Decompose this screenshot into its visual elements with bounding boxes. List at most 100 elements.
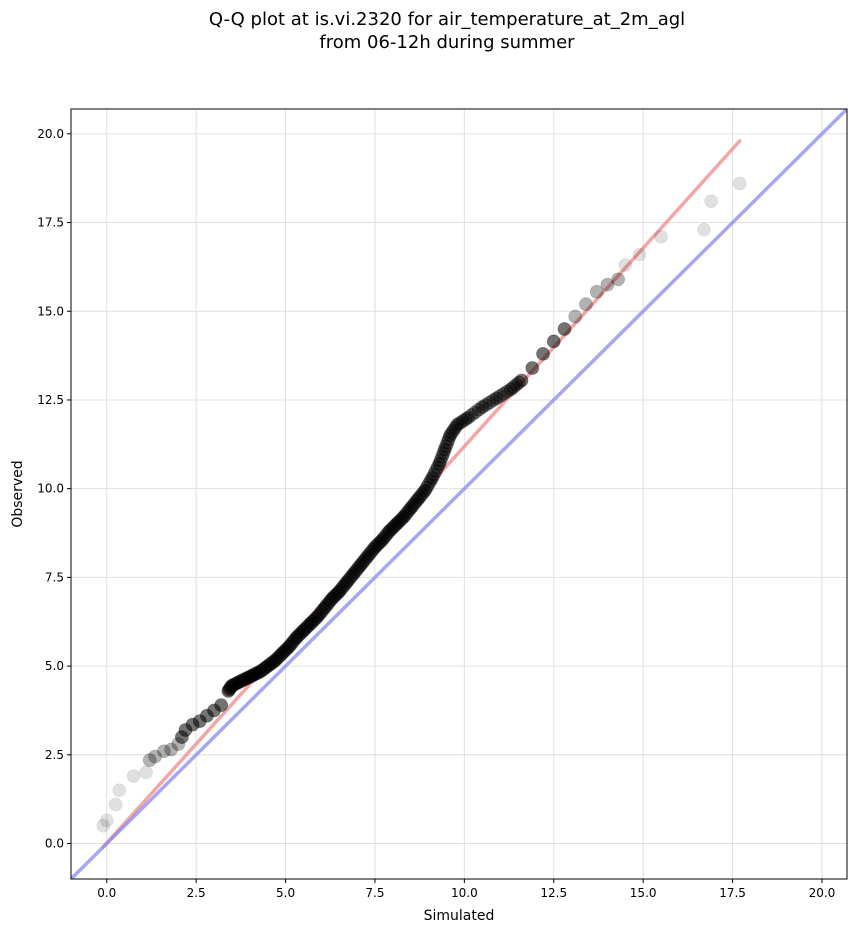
data-point (310, 609, 325, 624)
chart-title-line-1: Q-Q plot at is.vi.2320 for air_temperatu… (209, 9, 685, 30)
data-point (148, 749, 162, 764)
data-point (439, 439, 453, 453)
data-point (443, 428, 457, 443)
data-point (312, 607, 327, 622)
data-point (396, 510, 411, 524)
data-point (387, 519, 402, 533)
data-point (568, 309, 583, 324)
grid-lines (71, 109, 847, 879)
data-point (632, 247, 647, 262)
data-point (228, 676, 243, 691)
data-point (335, 580, 350, 595)
data-point (334, 582, 348, 597)
data-point (509, 377, 524, 392)
data-point (278, 643, 293, 658)
data-point (273, 648, 288, 663)
data-point (237, 672, 252, 687)
data-point (222, 682, 237, 697)
data-point (557, 322, 572, 336)
data-point (525, 361, 540, 375)
data-point (421, 477, 436, 492)
data-point (314, 605, 329, 619)
data-point (405, 499, 420, 513)
data-point (250, 666, 264, 681)
data-point (271, 650, 286, 665)
data-point (393, 513, 407, 528)
identity-line (71, 109, 847, 879)
data-point (450, 417, 465, 432)
data-point (305, 614, 320, 629)
data-point (427, 467, 441, 482)
data-points (96, 176, 747, 833)
data-point (276, 645, 291, 659)
data-point (235, 673, 250, 688)
data-point (348, 564, 363, 579)
data-point (409, 494, 423, 509)
data-point (339, 575, 354, 590)
data-point (366, 542, 381, 557)
data-point (461, 410, 475, 425)
data-point (255, 663, 270, 677)
data-point (301, 618, 316, 633)
data-point (226, 677, 241, 692)
x-tick-label: 20.0 (809, 886, 836, 900)
data-point (164, 742, 179, 757)
data-point (385, 520, 400, 535)
data-point (546, 334, 561, 349)
data-point (514, 373, 529, 388)
data-point (375, 533, 390, 548)
data-point (284, 637, 298, 652)
plot-frame (70, 108, 848, 880)
data-point (448, 420, 463, 435)
y-axis-label: Observed (10, 460, 26, 527)
data-point (446, 423, 461, 438)
data-point (262, 657, 277, 672)
data-point (96, 818, 111, 833)
data-point (351, 560, 366, 575)
data-point (391, 515, 406, 530)
x-axis-label: Simulated (424, 908, 495, 924)
data-point (112, 783, 127, 798)
data-point (410, 492, 425, 507)
data-point (282, 639, 297, 654)
data-point (432, 456, 447, 471)
data-point (697, 222, 711, 237)
data-point (244, 668, 259, 683)
data-point (423, 474, 438, 489)
data-point (414, 487, 429, 502)
y-tick-label: 17.5 (37, 216, 64, 230)
data-point (323, 593, 338, 608)
y-tick-label: 5.0 (45, 659, 64, 673)
x-tick-label: 12.5 (540, 886, 567, 900)
data-point (493, 389, 508, 403)
data-point (337, 578, 352, 592)
data-point (285, 635, 300, 650)
data-point (309, 611, 323, 626)
data-point (482, 395, 497, 410)
data-point (435, 449, 449, 464)
x-tick-label: 17.5 (719, 886, 746, 900)
data-point (343, 571, 357, 586)
data-point (350, 562, 364, 577)
data-point (326, 590, 341, 604)
data-point (437, 442, 452, 457)
data-point (248, 667, 263, 681)
data-point (332, 584, 347, 599)
data-point (294, 625, 309, 640)
data-point (419, 480, 434, 495)
data-point (316, 602, 331, 617)
y-tick-label: 10.0 (37, 482, 64, 496)
data-point (269, 652, 284, 666)
data-point (471, 402, 486, 417)
data-point (579, 297, 593, 312)
data-point (378, 528, 393, 543)
data-point (468, 405, 482, 420)
data-point (264, 656, 279, 671)
data-point (357, 553, 372, 568)
data-point (330, 586, 345, 601)
data-point (511, 375, 526, 390)
data-point (441, 432, 456, 446)
data-point (157, 744, 171, 759)
data-point (436, 446, 451, 461)
